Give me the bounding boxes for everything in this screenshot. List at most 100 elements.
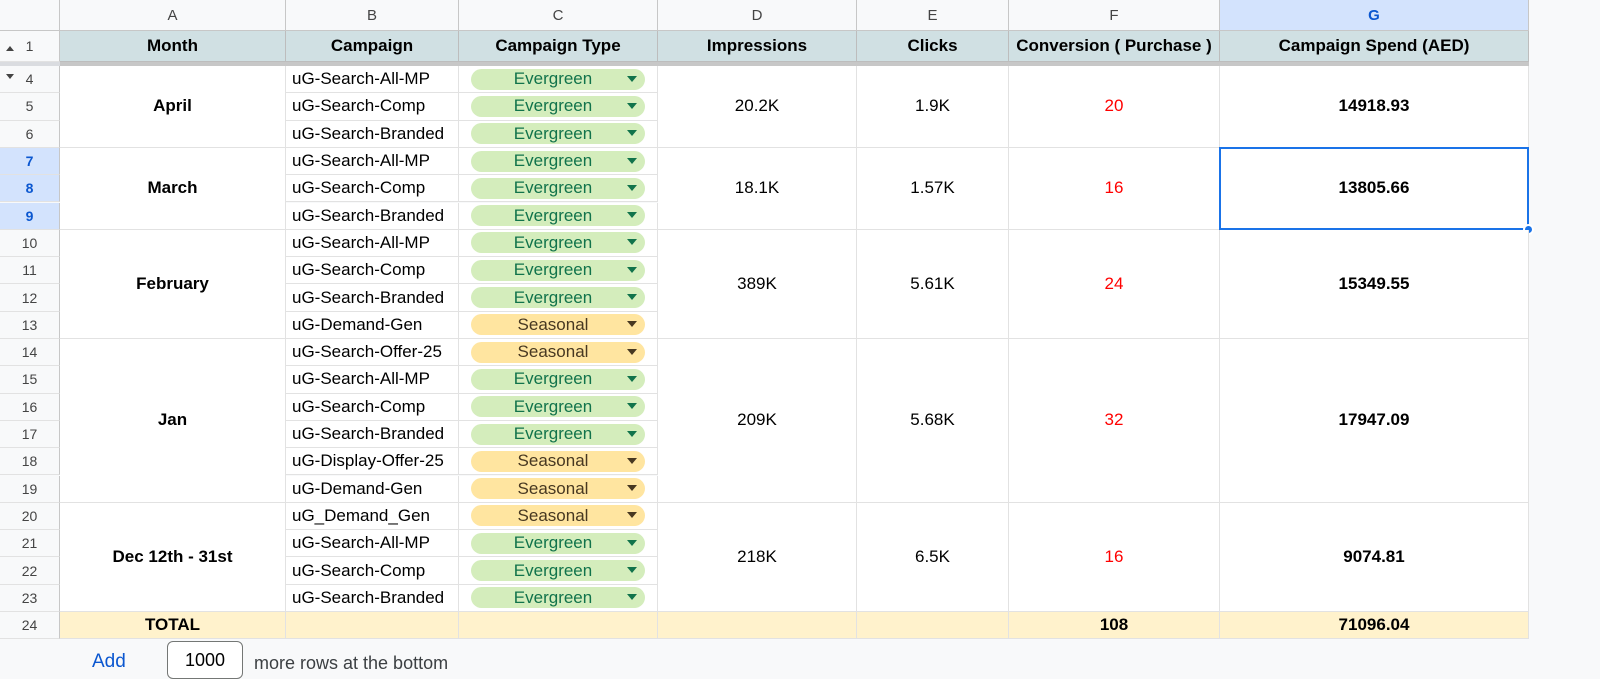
campaign-type-cell[interactable]: Evergreen (459, 229, 658, 258)
campaign-type-dropdown[interactable]: Evergreen (471, 205, 645, 227)
campaign-type-dropdown[interactable]: Seasonal (471, 314, 645, 336)
total-impressions-cell[interactable] (658, 611, 857, 639)
row-header-5[interactable]: 5 (0, 93, 60, 121)
spend-cell[interactable]: 14918.93 (1220, 66, 1529, 148)
clicks-cell[interactable]: 5.61K (857, 229, 1009, 339)
row-header-4[interactable]: 4 (0, 66, 60, 94)
campaign-type-cell[interactable]: Evergreen (459, 284, 658, 312)
clicks-cell[interactable]: 6.5K (857, 502, 1009, 612)
conversions-cell[interactable]: 20 (1009, 66, 1220, 148)
clicks-cell[interactable]: 1.9K (857, 66, 1009, 148)
clicks-cell[interactable]: 1.57K (857, 147, 1009, 230)
row-header-18[interactable]: 18 (0, 448, 60, 476)
row-header-8[interactable]: 8 (0, 175, 60, 203)
impressions-cell[interactable]: 209K (658, 339, 857, 503)
dropdown-caret-icon[interactable] (627, 594, 637, 601)
spend-cell[interactable]: 15349.55 (1220, 229, 1529, 339)
dropdown-caret-icon[interactable] (627, 102, 637, 109)
total-clicks-cell[interactable] (857, 611, 1009, 639)
campaign-cell[interactable]: uG-Search-Branded (286, 202, 459, 230)
campaign-cell[interactable]: uG-Search-Comp (286, 393, 459, 421)
row-header-15[interactable]: 15 (0, 366, 60, 394)
row-header-14[interactable]: 14 (0, 339, 60, 367)
campaign-type-dropdown[interactable]: Evergreen (471, 232, 645, 254)
spend-cell[interactable]: 17947.09 (1220, 339, 1529, 503)
campaign-type-dropdown[interactable]: Seasonal (471, 505, 645, 527)
row-header-12[interactable]: 12 (0, 284, 60, 312)
campaign-cell[interactable]: uG_Demand_Gen (286, 502, 459, 531)
campaign-type-dropdown[interactable]: Evergreen (471, 560, 645, 582)
clicks-cell[interactable]: 5.68K (857, 339, 1009, 503)
row-header-13[interactable]: 13 (0, 311, 60, 339)
column-header-f[interactable]: F (1009, 0, 1220, 31)
campaign-cell[interactable]: uG-Search-All-MP (286, 530, 459, 558)
row-header-6[interactable]: 6 (0, 120, 60, 148)
header-month[interactable]: Month (60, 31, 286, 62)
column-header-c[interactable]: C (459, 0, 658, 31)
campaign-cell[interactable]: uG-Display-Offer-25 (286, 448, 459, 476)
campaign-type-dropdown[interactable]: Seasonal (471, 478, 645, 500)
impressions-cell[interactable]: 20.2K (658, 66, 857, 148)
dropdown-caret-icon[interactable] (627, 321, 637, 328)
campaign-type-cell[interactable]: Evergreen (459, 257, 658, 285)
total-spend[interactable]: 71096.04 (1220, 611, 1529, 639)
spend-cell[interactable]: 9074.81 (1220, 502, 1529, 612)
row-header-7[interactable]: 7 (0, 147, 60, 176)
row-header-24[interactable]: 24 (0, 611, 60, 639)
campaign-type-cell[interactable]: Evergreen (459, 93, 658, 121)
dropdown-caret-icon[interactable] (627, 294, 637, 301)
dropdown-caret-icon[interactable] (627, 130, 637, 137)
campaign-type-cell[interactable]: Evergreen (459, 366, 658, 394)
campaign-cell[interactable]: uG-Search-Offer-25 (286, 339, 459, 367)
row-header-20[interactable]: 20 (0, 502, 60, 531)
month-cell[interactable]: February (60, 229, 286, 339)
campaign-type-dropdown[interactable]: Evergreen (471, 150, 645, 172)
dropdown-caret-icon[interactable] (627, 375, 637, 382)
campaign-type-cell[interactable]: Evergreen (459, 420, 658, 449)
campaign-type-cell[interactable]: Evergreen (459, 66, 658, 94)
campaign-type-cell[interactable]: Evergreen (459, 393, 658, 421)
column-header-d[interactable]: D (658, 0, 857, 31)
row-header-22[interactable]: 22 (0, 557, 60, 585)
dropdown-caret-icon[interactable] (627, 539, 637, 546)
month-cell[interactable]: April (60, 66, 286, 148)
campaign-cell[interactable]: uG-Search-Branded (286, 284, 459, 312)
campaign-type-cell[interactable]: Seasonal (459, 311, 658, 339)
campaign-type-dropdown[interactable]: Evergreen (471, 396, 645, 418)
campaign-cell[interactable]: uG-Search-All-MP (286, 147, 459, 176)
campaign-type-cell[interactable]: Evergreen (459, 175, 658, 203)
campaign-type-cell[interactable]: Evergreen (459, 530, 658, 558)
dropdown-caret-icon[interactable] (627, 184, 637, 191)
column-header-g[interactable]: G (1220, 0, 1529, 31)
month-cell[interactable]: Dec 12th - 31st (60, 502, 286, 612)
campaign-type-dropdown[interactable]: Evergreen (471, 587, 645, 609)
campaign-type-dropdown[interactable]: Evergreen (471, 177, 645, 199)
dropdown-caret-icon[interactable] (627, 266, 637, 273)
campaign-type-dropdown[interactable]: Evergreen (471, 259, 645, 281)
dropdown-caret-icon[interactable] (627, 403, 637, 410)
header-campaign[interactable]: Campaign (286, 31, 459, 62)
impressions-cell[interactable]: 218K (658, 502, 857, 612)
dropdown-caret-icon[interactable] (627, 567, 637, 574)
row-header-17[interactable]: 17 (0, 420, 60, 449)
campaign-cell[interactable]: uG-Demand-Gen (286, 475, 459, 503)
campaign-type-dropdown[interactable]: Seasonal (471, 450, 645, 472)
campaign-type-cell[interactable]: Evergreen (459, 557, 658, 585)
month-cell[interactable]: Jan (60, 339, 286, 503)
campaign-type-cell[interactable]: Evergreen (459, 147, 658, 176)
column-header-b[interactable]: B (286, 0, 459, 31)
row-header-9[interactable]: 9 (0, 202, 60, 230)
dropdown-caret-icon[interactable] (627, 239, 637, 246)
campaign-cell[interactable]: uG-Search-Comp (286, 557, 459, 585)
month-cell[interactable]: March (60, 147, 286, 230)
row-header-1[interactable]: 1 (0, 31, 60, 62)
impressions-cell[interactable]: 18.1K (658, 147, 857, 230)
campaign-type-cell[interactable]: Seasonal (459, 448, 658, 476)
campaign-cell[interactable]: uG-Search-Branded (286, 120, 459, 148)
header-impressions[interactable]: Impressions (658, 31, 857, 62)
campaign-cell[interactable]: uG-Demand-Gen (286, 311, 459, 339)
dropdown-caret-icon[interactable] (627, 157, 637, 164)
dropdown-caret-icon[interactable] (627, 512, 637, 519)
campaign-cell[interactable]: uG-Search-Branded (286, 584, 459, 612)
total-conversions[interactable]: 108 (1009, 611, 1220, 639)
